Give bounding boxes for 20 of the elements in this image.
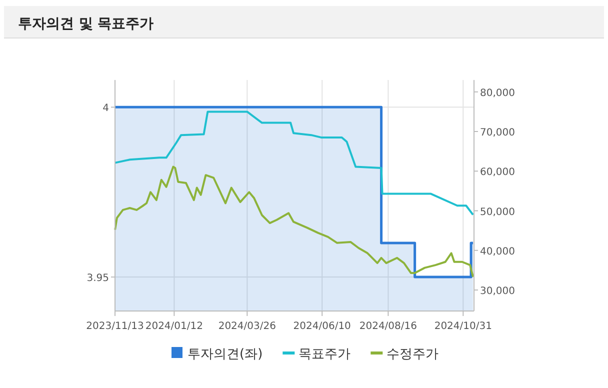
y-tick-label: 4 <box>102 103 109 114</box>
x-tick-label: 2024/06/10 <box>293 321 351 332</box>
x-tick-label: 2023/11/13 <box>86 321 144 332</box>
legend-label: 투자의견(좌) <box>188 347 263 362</box>
x-tick-label: 2024/08/16 <box>359 321 418 332</box>
line-series <box>114 110 474 216</box>
y2-tick-label: 80,000 <box>480 88 515 99</box>
y2-tick-label: 60,000 <box>480 167 515 178</box>
x-tick-label: 2024/01/12 <box>145 321 203 332</box>
legend-label: 목표주가 <box>298 347 351 362</box>
chart-title: 투자의견 및 목표주가 <box>18 16 154 32</box>
legend-label: 수정주가 <box>386 347 439 362</box>
y2-tick-label: 50,000 <box>480 206 515 218</box>
y2-tick-label: 30,000 <box>480 286 515 297</box>
x-tick-label: 2024/10/31 <box>434 321 492 332</box>
x-tick-label: 2024/03/26 <box>218 321 276 332</box>
y2-tick-label: 40,000 <box>480 246 515 258</box>
line-series <box>114 166 474 278</box>
y2-tick-label: 70,000 <box>480 128 515 139</box>
y-tick-label: 3.95 <box>86 273 109 284</box>
